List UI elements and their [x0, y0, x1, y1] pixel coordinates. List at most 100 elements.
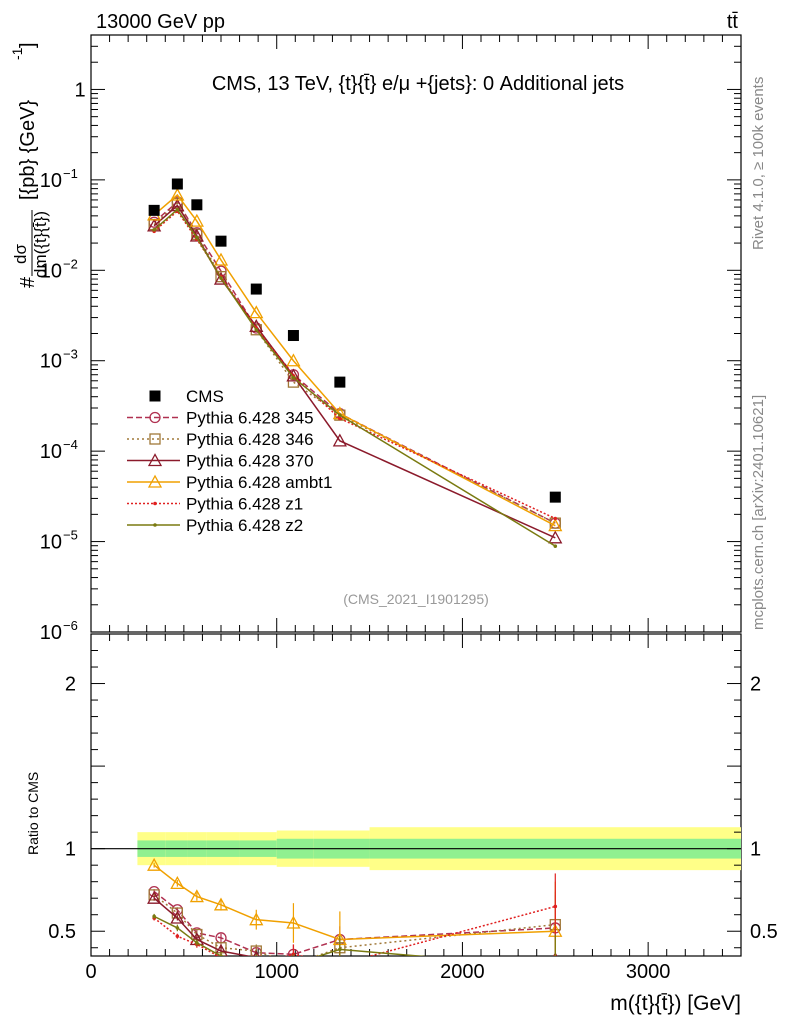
series-point	[175, 207, 180, 212]
series-line	[153, 210, 556, 520]
ratio-point	[175, 926, 180, 930]
ratio-point	[147, 890, 162, 904]
legend-marker	[147, 453, 163, 467]
series-line	[153, 208, 556, 547]
ylabel-den: dm({t}{t̄})	[31, 211, 50, 278]
cms-data-point	[215, 235, 227, 247]
series-point	[338, 413, 342, 417]
series-point	[254, 327, 259, 332]
header-right: tt̄	[727, 11, 739, 33]
x-tick-label: 1000	[254, 961, 299, 983]
main-frame	[90, 34, 742, 633]
header-left: 13000 GeV pp	[96, 11, 225, 33]
ratio-point	[175, 934, 180, 938]
ratio-line	[153, 905, 556, 956]
ratio-point	[189, 889, 204, 903]
y-tick-label-exponent: −2	[63, 256, 78, 271]
cms-data-point	[250, 283, 262, 295]
ratio-point	[213, 897, 229, 911]
ratio-series-2	[147, 890, 558, 956]
series-line	[153, 200, 556, 524]
ratio-series	[147, 857, 563, 970]
mcplots-label: mcplots.cern.ch [arXiv:2401.10621]	[750, 395, 767, 630]
y-tick-label-exponent: −6	[63, 618, 78, 633]
y-tick-label: 10	[40, 532, 62, 554]
cms-data-point	[287, 330, 299, 342]
ylabel-units: [{pb} {GeV}	[17, 100, 39, 200]
y-tick-label: 10	[40, 441, 62, 463]
rivet-label: Rivet 4.1.0, ≥ 100k events	[750, 77, 767, 250]
ratio-point	[250, 945, 262, 956]
y-tick-label: 10	[40, 351, 62, 373]
cms-data-point	[191, 199, 203, 211]
ratio-line	[153, 894, 556, 956]
ratio-point	[152, 914, 156, 919]
y-tick-label-exponent: −1	[63, 166, 78, 181]
ratio-point	[291, 952, 296, 956]
ratio-series-5	[152, 913, 557, 970]
y-tick-label-exponent: −3	[63, 347, 78, 362]
analysis-watermark: (CMS_2021_I1901295)	[343, 591, 489, 607]
y-tick-label: 10	[40, 622, 62, 644]
x-axis-label: m({t}{t̄}) [GeV]	[610, 992, 741, 1015]
series-point	[553, 544, 558, 548]
legend-marker	[153, 523, 157, 527]
series-point	[249, 305, 264, 319]
legend-label: Pythia 6.428 z2	[186, 516, 303, 535]
y-tick-label: 1	[74, 79, 85, 101]
ratio-series-4	[152, 873, 558, 966]
legend-label: Pythia 6.428 346	[186, 430, 314, 449]
ratio-series-0	[148, 885, 561, 956]
main-ylabel: # dσ dm({t}{t̄}) [{pb} {GeV} -1 ]	[9, 42, 50, 288]
ratio-point	[249, 912, 264, 926]
legend-label: Pythia 6.428 ambt1	[186, 473, 332, 492]
series-point	[195, 235, 199, 240]
ratio-y-tick-label-right: 0.5	[750, 921, 778, 943]
ylabel-close: ]	[17, 42, 39, 48]
ratio-frame	[90, 633, 742, 957]
cms-data-point	[334, 376, 346, 388]
series-point	[189, 213, 204, 227]
ratio-ticks: 0.5 0.5 1 1 2 2	[48, 650, 778, 949]
series-point	[215, 271, 227, 283]
ratio-line	[153, 897, 252, 956]
ratio-y-tick-label: 1	[65, 839, 76, 861]
y-tick-label-exponent: −5	[63, 528, 78, 543]
x-tick-label: 0	[85, 961, 96, 983]
series-point	[338, 416, 342, 421]
series-point	[291, 375, 296, 380]
series-5	[152, 207, 558, 548]
x-tick-label: 2000	[440, 961, 485, 983]
series-line	[153, 193, 556, 527]
legend-label: Pythia 6.428 345	[186, 409, 314, 428]
ratio-point	[338, 962, 342, 966]
ratio-series-1	[148, 889, 561, 956]
y-tick-label: 10	[40, 260, 62, 282]
ratio-ylabel: Ratio to CMS	[25, 772, 41, 855]
series-point	[219, 276, 223, 280]
cms-data-point	[148, 204, 160, 216]
ratio-point	[170, 910, 185, 924]
ratio-line	[153, 864, 556, 941]
ratio-y-tick-label-right: 2	[750, 674, 761, 696]
legend-marker	[149, 433, 161, 445]
ratio-point	[147, 857, 162, 871]
ylabel-exp: -1	[9, 47, 25, 60]
ratio-point	[195, 940, 199, 945]
legend-marker	[147, 474, 163, 488]
ratio-point	[553, 966, 557, 970]
ratio-point	[286, 915, 301, 929]
legend-marker	[153, 501, 157, 506]
legend-label: Pythia 6.428 z1	[186, 495, 303, 514]
x-tick-label: 3000	[626, 961, 671, 983]
chart-title: CMS, 13 TeV, {t}{t̄} e/μ +{jets}: 0 Addi…	[212, 73, 624, 95]
legend-marker-cms	[149, 390, 161, 402]
series-point	[548, 518, 563, 532]
series-point	[553, 516, 558, 521]
ratio-point	[338, 947, 342, 952]
ratio-line	[153, 915, 428, 956]
ratio-y-tick-label: 0.5	[48, 921, 76, 943]
cms-data	[148, 178, 561, 503]
series-point	[286, 368, 301, 382]
